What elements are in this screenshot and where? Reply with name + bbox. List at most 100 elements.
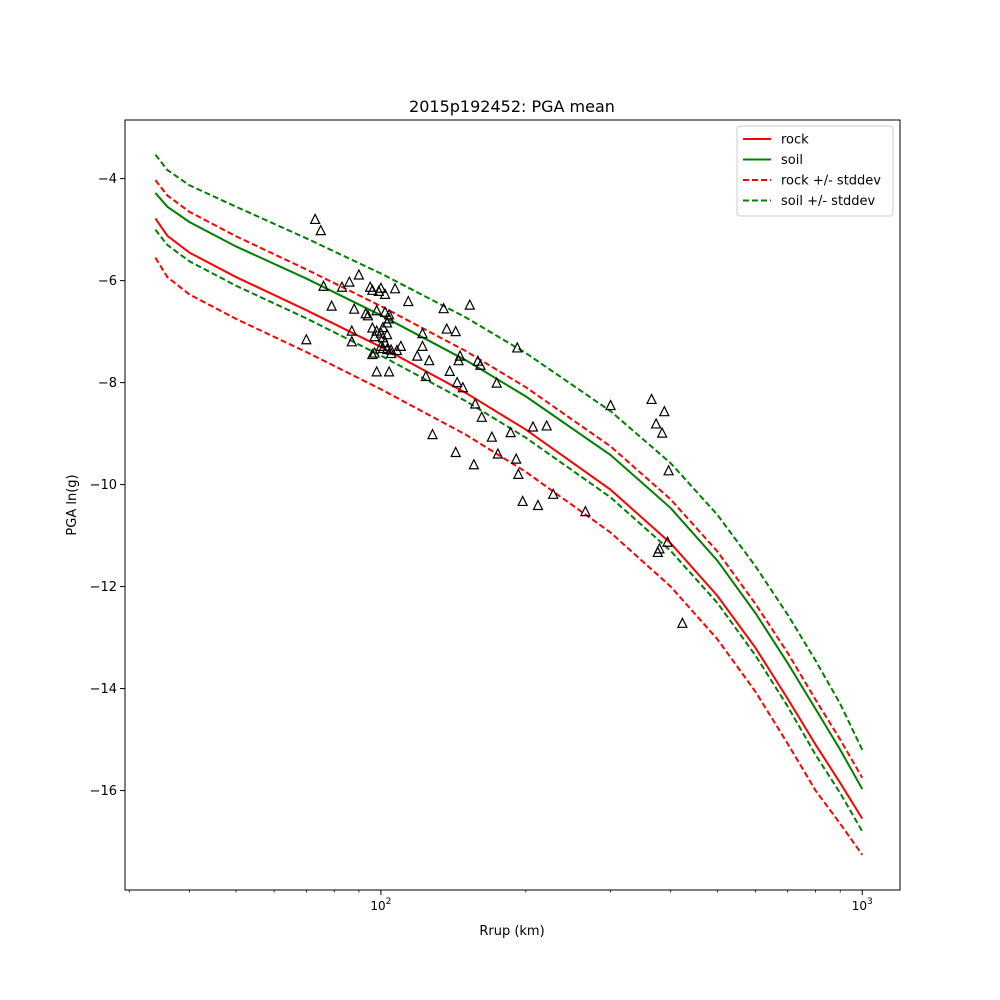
series-line-1 — [154, 192, 864, 790]
observation-point — [512, 468, 524, 479]
legend-label: soil — [781, 153, 803, 168]
legend-label: soil +/- stddev — [781, 194, 876, 209]
x-tick-label-base: 10 — [852, 899, 867, 913]
observation-point — [300, 333, 312, 345]
observation-point — [491, 376, 503, 388]
observation-point — [676, 616, 688, 628]
observation-point — [360, 307, 372, 319]
observation-point — [346, 324, 358, 336]
observation-point — [464, 298, 476, 310]
observation-point — [486, 430, 498, 442]
observation-point — [653, 542, 665, 554]
legend-label: rock — [781, 133, 809, 148]
observation-point — [476, 410, 488, 422]
observation-point — [379, 288, 391, 299]
observation-point — [379, 336, 391, 348]
observation-markers — [300, 213, 688, 628]
observation-point — [395, 340, 407, 352]
y-tick-label: −14 — [90, 682, 117, 697]
observation-point — [383, 365, 395, 377]
observation-point — [371, 365, 383, 377]
observation-point — [450, 325, 462, 337]
observation-point — [492, 447, 504, 459]
observation-point — [375, 340, 387, 352]
observation-point — [532, 499, 544, 511]
observation-point — [420, 370, 432, 382]
observation-point — [371, 304, 383, 316]
observation-point — [402, 295, 414, 307]
observation-point — [658, 405, 670, 417]
observation-point — [474, 358, 486, 370]
plot-area — [154, 154, 864, 856]
observation-point — [469, 397, 481, 409]
observation-point — [441, 322, 453, 334]
observation-point — [662, 535, 674, 547]
observation-point — [411, 349, 423, 361]
observation-point — [416, 327, 428, 339]
observation-point — [362, 309, 374, 321]
observation-point — [315, 224, 327, 236]
observation-point — [511, 341, 523, 353]
x-tick-label-exponent: 2 — [386, 897, 392, 907]
series-line-3 — [154, 257, 864, 856]
observation-point — [650, 417, 662, 429]
observation-point — [381, 328, 393, 340]
observation-point — [423, 354, 435, 366]
observation-point — [527, 420, 539, 432]
observation-point — [505, 426, 517, 438]
x-tick-label: 102 — [370, 897, 391, 913]
observation-point — [541, 419, 553, 431]
y-tick-label: −6 — [98, 274, 117, 289]
observation-point — [605, 399, 617, 411]
x-tick-label-exponent: 3 — [867, 897, 873, 907]
observation-point — [346, 335, 358, 347]
y-tick-label: −8 — [98, 376, 117, 391]
observation-point — [510, 452, 522, 464]
series-layer — [154, 154, 864, 856]
plot-frame — [124, 119, 901, 891]
series-line-0 — [154, 217, 864, 820]
x-tick-label-base: 10 — [370, 899, 385, 913]
y-tick-label: −16 — [90, 784, 117, 799]
chart-title: 2015p192452: PGA mean — [409, 97, 615, 116]
observation-point — [663, 464, 675, 476]
observation-point — [385, 343, 397, 355]
x-tick-label: 103 — [852, 897, 873, 913]
y-tick-label: −10 — [90, 478, 117, 493]
observation-point — [547, 487, 559, 499]
observation-point — [468, 458, 480, 470]
observation-point — [383, 308, 395, 320]
observation-point — [369, 346, 381, 358]
y-axis-label: PGA ln(g) — [65, 474, 80, 535]
x-axis-label: Rrup (km) — [479, 924, 544, 939]
legend: rock soil rock +/- stddev soil +/- stddev — [736, 125, 894, 217]
observation-point — [318, 279, 330, 291]
observation-point — [375, 281, 387, 293]
observation-point — [427, 428, 438, 440]
observation-point — [366, 348, 378, 360]
observation-point — [454, 349, 466, 361]
observation-point — [366, 283, 378, 295]
series-line-2 — [154, 179, 864, 779]
series-line-5 — [154, 229, 864, 832]
observation-point — [457, 381, 469, 393]
y-tick-label: −12 — [90, 580, 117, 595]
observation-point — [451, 376, 463, 388]
observation-point — [656, 426, 668, 438]
x-axis: 102 103 — [128, 890, 873, 913]
legend-frame — [736, 125, 894, 217]
series-line-4 — [154, 154, 864, 751]
observation-point — [389, 282, 401, 294]
observation-point — [379, 305, 391, 317]
observation-point — [343, 275, 355, 287]
observation-point — [326, 299, 338, 311]
y-axis: −16 −14 −12 −10 −8 −6 −4 — [90, 172, 125, 799]
observation-point — [579, 505, 591, 517]
observation-point — [416, 340, 428, 352]
observation-point — [438, 302, 450, 314]
observation-point — [450, 446, 462, 458]
observation-point — [366, 321, 378, 333]
observation-point — [444, 365, 456, 376]
observation-point — [348, 302, 360, 314]
